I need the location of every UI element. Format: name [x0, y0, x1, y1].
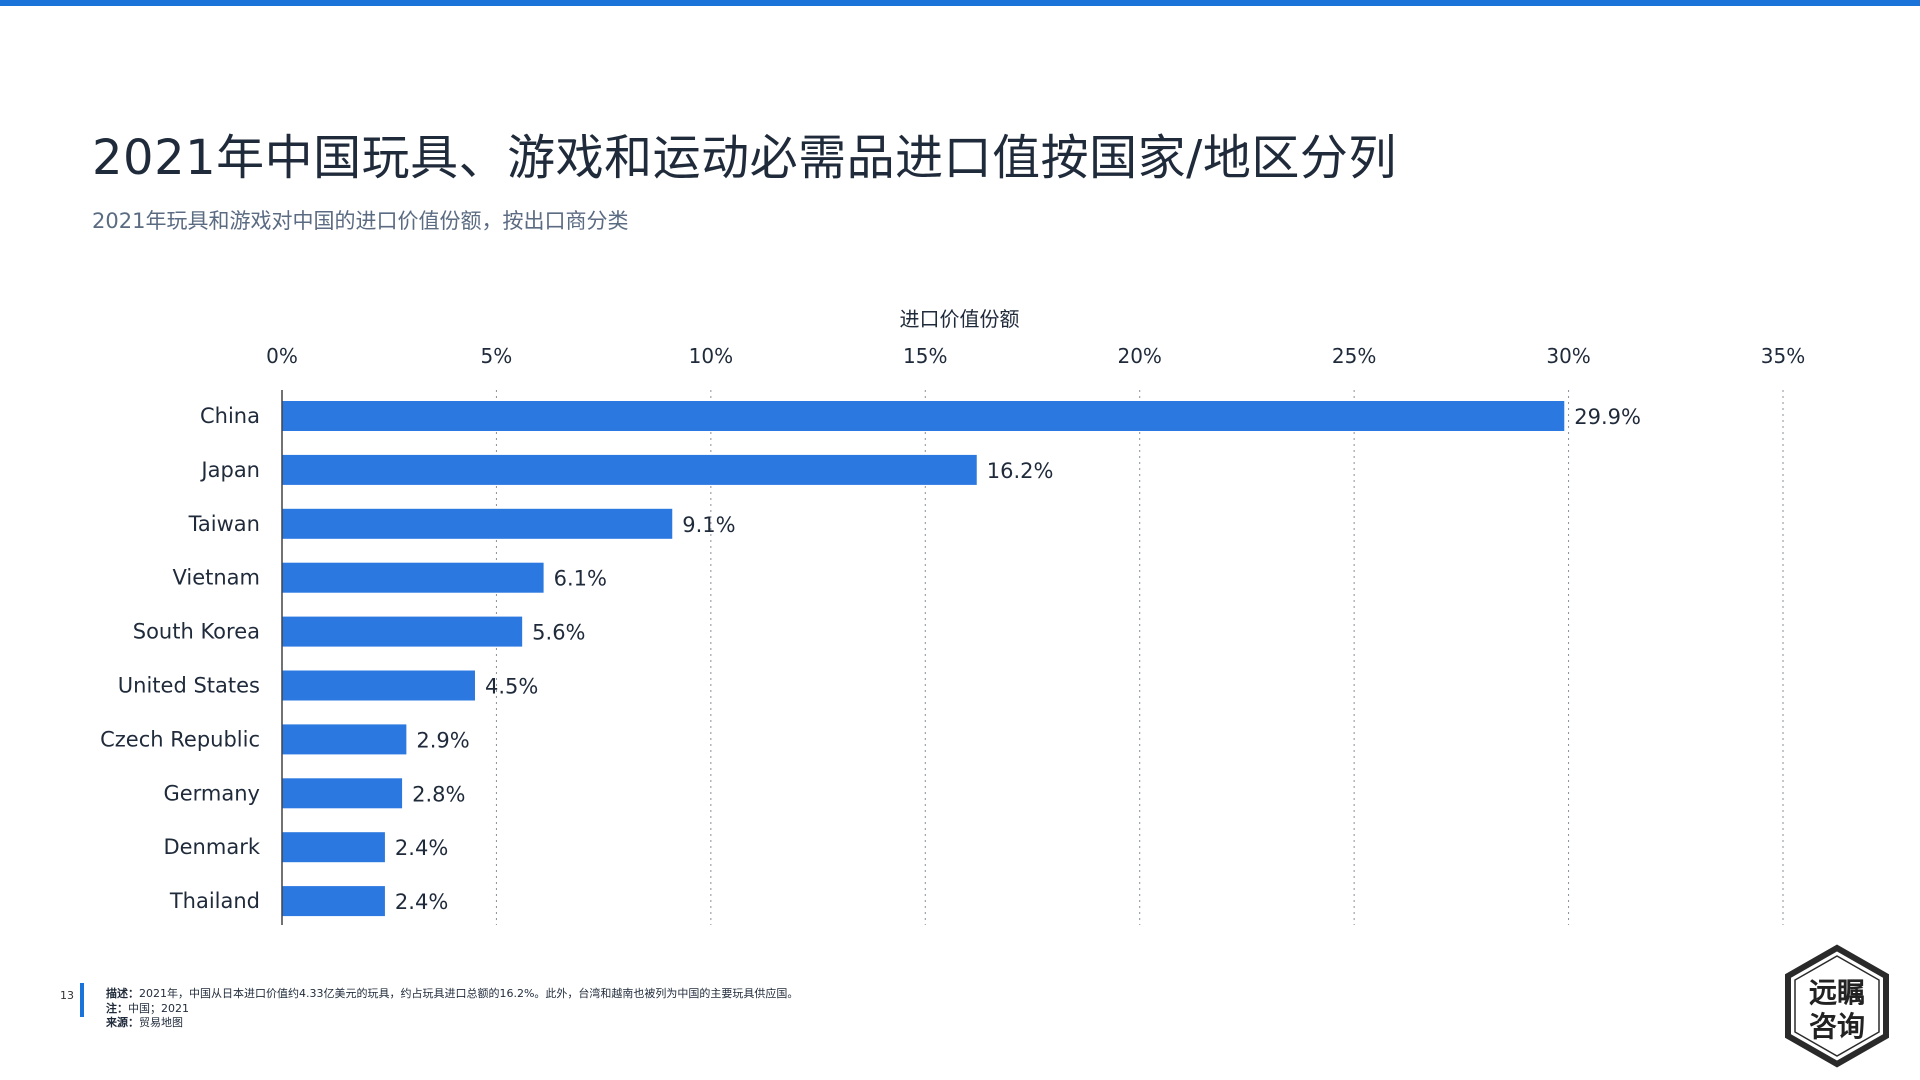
logo-text-line2: 咨询: [1809, 1010, 1865, 1043]
tick-label: 35%: [1761, 344, 1805, 368]
category-label: Taiwan: [188, 512, 260, 536]
category-label: United States: [118, 674, 260, 698]
company-logo: 远瞩 咨询: [1785, 944, 1889, 1068]
footer-source: 来源：贸易地图: [106, 1016, 183, 1029]
bar: [282, 401, 1565, 431]
bar: [282, 886, 385, 917]
tick-label: 5%: [481, 344, 513, 368]
footer-notes: 描述：2021年，中国从日本进口价值约4.33亿美元的玩具，约占玩具进口总额的1…: [106, 987, 798, 1031]
bar: [282, 832, 385, 863]
value-label: 29.9%: [1574, 405, 1641, 429]
footer-description: 描述：2021年，中国从日本进口价值约4.33亿美元的玩具，约占玩具进口总额的1…: [106, 987, 799, 1000]
tick-label: 10%: [689, 344, 733, 368]
bar: [282, 670, 475, 701]
tick-label: 15%: [903, 344, 947, 368]
value-label: 2.9%: [416, 728, 469, 752]
category-label: Denmark: [163, 835, 260, 859]
tick-label: 30%: [1546, 344, 1590, 368]
tick-label: 25%: [1332, 344, 1376, 368]
footer-accent-bar: [80, 983, 84, 1017]
logo-text-line1: 远瞩: [1809, 976, 1865, 1009]
x-axis-label: 进口价值份额: [900, 307, 1020, 331]
footer-note: 注：中国；2021: [106, 1001, 189, 1015]
top-accent-bar: [0, 0, 1920, 6]
value-label: 2.4%: [395, 890, 448, 914]
page-number: 13: [60, 989, 74, 1002]
bar: [282, 616, 523, 647]
category-label: South Korea: [133, 620, 260, 644]
value-label: 2.4%: [395, 836, 448, 860]
category-label: Czech Republic: [100, 727, 260, 751]
value-label: 9.1%: [682, 513, 735, 537]
bar-chart: 进口价值份额 0% 5% 10% 15% 20% 25% 30% 35% China 29.9% Ja…: [100, 307, 1805, 925]
category-label: Germany: [163, 781, 260, 805]
value-label: 4.5%: [485, 675, 538, 699]
category-label: China: [200, 404, 260, 428]
category-label: Japan: [199, 458, 260, 482]
bar: [282, 562, 544, 593]
page-subtitle: 2021年玩具和游戏对中国的进口价值份额，按出口商分类: [92, 209, 629, 233]
value-label: 5.6%: [532, 621, 585, 645]
value-label: 6.1%: [554, 567, 607, 591]
bar: [282, 454, 977, 485]
category-label: Vietnam: [172, 566, 260, 590]
tick-label: 20%: [1117, 344, 1161, 368]
value-label: 2.8%: [412, 782, 465, 806]
category-label: Thailand: [169, 889, 260, 913]
bar: [282, 508, 673, 539]
tick-label: 0%: [266, 344, 298, 368]
bar: [282, 778, 403, 809]
bar: [282, 724, 407, 755]
page-title: 2021年中国玩具、游戏和运动必需品进口值按国家/地区分列: [92, 130, 1397, 186]
value-label: 16.2%: [987, 459, 1054, 483]
